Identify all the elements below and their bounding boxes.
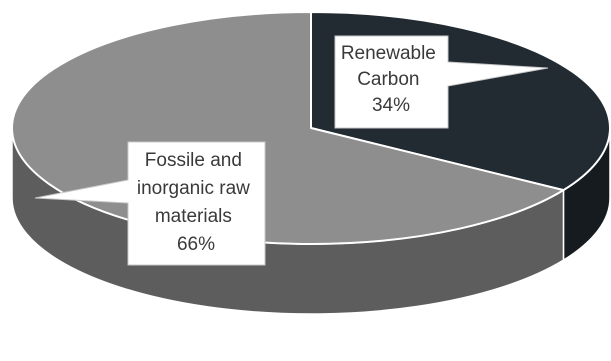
svg-text:Renewable Carbon 3: Renewable Carbon 34%	[341, 43, 441, 116]
pie-top-slices	[11, 11, 611, 245]
label-renewable-line-2: Carbon	[357, 69, 419, 90]
label-fossile-line-2: inorganic raw	[137, 178, 250, 199]
callout-renewable-carbon: Renewable Carbon 34%	[334, 35, 549, 129]
label-fossile-percent: 66%	[177, 234, 215, 255]
label-renewable-percent: 34%	[372, 95, 410, 116]
callout-fossile-box	[34, 141, 266, 266]
label-fossile-line-1: Fossile and	[145, 150, 242, 171]
callout-fossile: Fossile and inorganic raw materials 66%	[34, 141, 266, 266]
label-fossile-line-3: materials	[155, 206, 232, 227]
svg-text:Fossile and inorganic ra: Fossile and inorganic raw materials 66%	[137, 150, 255, 255]
callout-renewable-carbon-box	[334, 35, 549, 129]
label-renewable-line-1: Renewable	[341, 43, 436, 64]
